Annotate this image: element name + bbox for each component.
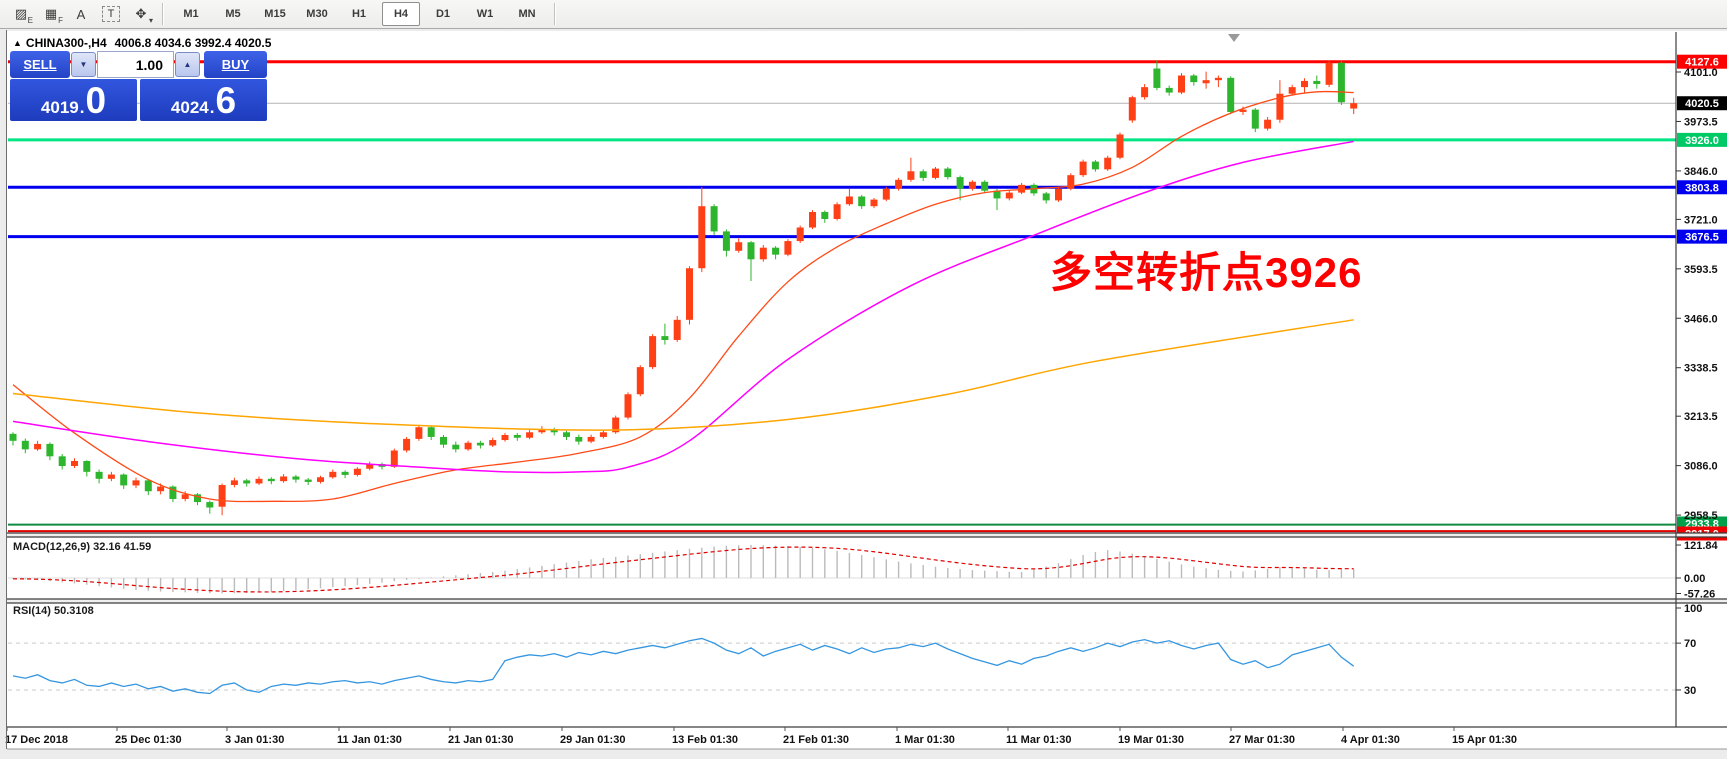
svg-text:13 Feb 01:30: 13 Feb 01:30 xyxy=(672,734,738,746)
macd-label: MACD(12,26,9) 32.16 41.59 xyxy=(13,541,152,553)
timeframe-button-m5[interactable]: M5 xyxy=(225,8,241,20)
svg-text:3676.5: 3676.5 xyxy=(1685,232,1719,244)
svg-text:121.84: 121.84 xyxy=(1684,540,1719,552)
svg-text:21 Jan 01:30: 21 Jan 01:30 xyxy=(448,734,513,746)
horizontal-level-lines xyxy=(8,60,1676,533)
svg-text:19 Mar 01:30: 19 Mar 01:30 xyxy=(1118,734,1184,746)
svg-text:3086.0: 3086.0 xyxy=(1684,461,1718,473)
timeframe-button-h1[interactable]: H1 xyxy=(351,8,367,20)
sell-price-display[interactable]: 4019. 0 xyxy=(10,79,137,121)
timeframe-button-m1[interactable]: M1 xyxy=(183,8,199,20)
moving-average-lines xyxy=(12,90,1354,503)
timeframe-button-w1[interactable]: W1 xyxy=(476,8,494,20)
chart-text-annotation: 多空转折点3926 xyxy=(1050,249,1363,296)
svg-text:30: 30 xyxy=(1684,685,1696,697)
chart-shift-marker-icon xyxy=(1228,34,1240,42)
svg-text:100: 100 xyxy=(1684,603,1702,615)
sell-button[interactable]: SELL xyxy=(10,51,70,78)
toolbar-separator xyxy=(162,3,164,25)
window-left-border xyxy=(6,30,7,749)
candlestick-series xyxy=(9,60,1358,516)
svg-text:21 Feb 01:30: 21 Feb 01:30 xyxy=(783,734,849,746)
equidistant-channel-icon[interactable]: ▨ E xyxy=(14,6,33,25)
text-label-icon[interactable]: T xyxy=(98,3,124,25)
timeframe-button-h4[interactable]: H4 xyxy=(382,2,420,26)
toolbar-separator xyxy=(554,3,556,25)
volume-decrease-button[interactable]: ▼ xyxy=(71,52,96,77)
rsi-line xyxy=(12,637,1355,695)
svg-text:27 Mar 01:30: 27 Mar 01:30 xyxy=(1229,734,1295,746)
svg-text:3213.5: 3213.5 xyxy=(1684,411,1718,423)
timeframe-button-mn[interactable]: MN xyxy=(518,8,536,20)
sell-price-big-digit: 0 xyxy=(85,80,107,121)
svg-text:4101.0: 4101.0 xyxy=(1684,67,1718,79)
time-axis[interactable]: 17 Dec 2018 25 Dec 01:30 3 Jan 01:30 11 Jan… xyxy=(5,727,1517,746)
svg-text:3 Jan 01:30: 3 Jan 01:30 xyxy=(225,734,284,746)
svg-text:3973.5: 3973.5 xyxy=(1684,116,1718,128)
svg-text:2958.5: 2958.5 xyxy=(1684,510,1718,522)
timeframe-button-m30[interactable]: M30 xyxy=(306,8,328,20)
svg-text:15 Apr 01:30: 15 Apr 01:30 xyxy=(1452,734,1517,746)
svg-text:70: 70 xyxy=(1684,638,1696,650)
sell-price-main: 4019 xyxy=(40,98,79,117)
svg-text:25 Dec 01:30: 25 Dec 01:30 xyxy=(115,734,182,746)
timeframe-button-m15[interactable]: M15 xyxy=(264,8,286,20)
svg-text:3338.5: 3338.5 xyxy=(1684,363,1718,375)
symbol-title: CHINA300-,H4 xyxy=(25,36,107,50)
svg-text:3466.0: 3466.0 xyxy=(1684,313,1718,325)
one-click-trade-panel: SELL ▼ 1.00 ▲ BUY 4019. 0 4024. 6 xyxy=(10,51,267,121)
sell-price-dot: . xyxy=(79,98,85,117)
macd-panel xyxy=(8,544,1676,594)
svg-text:3926.0: 3926.0 xyxy=(1685,135,1719,147)
toolbar: ▨ E ▦ F A T ✥ ▾ M1 M5 M15 M30 H1 H4 D1 W1 MN xyxy=(0,0,1727,29)
svg-text:11 Mar 01:30: 11 Mar 01:30 xyxy=(1006,734,1071,746)
volume-increase-button[interactable]: ▲ xyxy=(175,52,200,77)
buy-button[interactable]: BUY xyxy=(204,51,267,78)
svg-text:29 Jan 01:30: 29 Jan 01:30 xyxy=(560,734,625,746)
timeframe-button-d1[interactable]: D1 xyxy=(435,8,451,20)
ma-slow-line xyxy=(12,319,1354,431)
svg-text:4127.6: 4127.6 xyxy=(1685,57,1719,69)
ohlc-readout: 4006.8 4034.6 3992.4 4020.5 xyxy=(114,36,272,50)
buy-price-display[interactable]: 4024. 6 xyxy=(140,79,267,121)
svg-text:1 Mar 01:30: 1 Mar 01:30 xyxy=(895,734,955,746)
price-badges: 4127.64020.53926.03803.83676.52933.82917… xyxy=(1677,54,1727,541)
svg-text:3721.0: 3721.0 xyxy=(1684,214,1718,226)
svg-text:-57.26: -57.26 xyxy=(1684,589,1715,601)
cycle-lines-icon[interactable]: ✥ ▾ xyxy=(135,6,153,25)
macd-signal-line xyxy=(12,546,1354,593)
buy-price-main: 4024 xyxy=(170,98,209,117)
ma-mid-line xyxy=(12,140,1354,474)
drawing-tools-group: ▨ E ▦ F A T ✥ ▾ xyxy=(6,3,156,25)
rsi-label: RSI(14) 50.3108 xyxy=(13,605,94,617)
svg-text:4 Apr 01:30: 4 Apr 01:30 xyxy=(1341,734,1400,746)
svg-text:4020.5: 4020.5 xyxy=(1685,98,1719,110)
svg-text:3803.8: 3803.8 xyxy=(1685,182,1719,194)
rsi-panel xyxy=(8,637,1676,695)
buy-price-dot: . xyxy=(209,98,215,117)
chart-title-bar: ▲ CHINA300-,H4 4006.8 4034.6 3992.4 4020.5 xyxy=(13,36,271,50)
volume-input[interactable]: 1.00 xyxy=(97,51,174,78)
svg-text:3846.0: 3846.0 xyxy=(1684,166,1718,178)
ma-fast-line xyxy=(12,90,1354,503)
svg-text:0.00: 0.00 xyxy=(1684,573,1705,585)
symbol-marker-icon: ▲ xyxy=(13,38,22,48)
svg-text:11 Jan 01:30: 11 Jan 01:30 xyxy=(337,734,402,746)
svg-text:3593.5: 3593.5 xyxy=(1684,264,1718,276)
fibonacci-grid-icon[interactable]: ▦ F xyxy=(44,6,63,25)
timeframe-group: M1 M5 M15 M30 H1 H4 D1 W1 MN xyxy=(170,2,548,26)
svg-text:17 Dec 2018: 17 Dec 2018 xyxy=(5,734,68,746)
buy-price-big-digit: 6 xyxy=(215,80,237,121)
price-axis[interactable]: 4101.0 3973.5 3846.0 3721.0 3593.5 3466.0 3338… xyxy=(1675,32,1719,727)
text-tool-icon[interactable]: A xyxy=(76,6,86,22)
